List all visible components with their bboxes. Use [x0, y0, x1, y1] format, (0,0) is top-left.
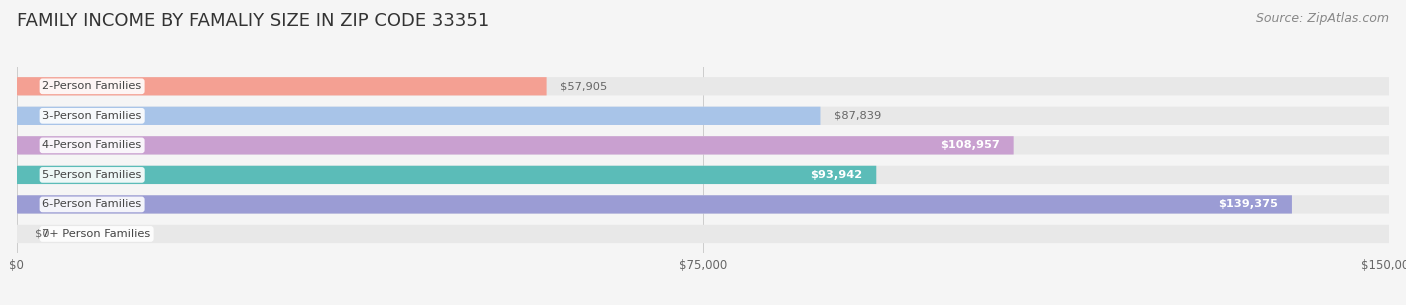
Text: 5-Person Families: 5-Person Families	[42, 170, 142, 180]
FancyBboxPatch shape	[17, 195, 1292, 214]
FancyBboxPatch shape	[17, 166, 876, 184]
FancyBboxPatch shape	[17, 107, 1389, 125]
Text: $108,957: $108,957	[941, 140, 1000, 150]
FancyBboxPatch shape	[17, 225, 1389, 243]
Text: $57,905: $57,905	[561, 81, 607, 91]
Text: FAMILY INCOME BY FAMALIY SIZE IN ZIP CODE 33351: FAMILY INCOME BY FAMALIY SIZE IN ZIP COD…	[17, 12, 489, 30]
FancyBboxPatch shape	[17, 107, 821, 125]
Text: 6-Person Families: 6-Person Families	[42, 199, 142, 210]
Text: 7+ Person Families: 7+ Person Families	[42, 229, 150, 239]
Text: 4-Person Families: 4-Person Families	[42, 140, 142, 150]
Text: 2-Person Families: 2-Person Families	[42, 81, 142, 91]
FancyBboxPatch shape	[17, 136, 1014, 155]
FancyBboxPatch shape	[17, 77, 1389, 95]
Text: $139,375: $139,375	[1219, 199, 1278, 210]
FancyBboxPatch shape	[17, 166, 1389, 184]
Text: $0: $0	[35, 229, 49, 239]
Text: $93,942: $93,942	[810, 170, 862, 180]
Text: Source: ZipAtlas.com: Source: ZipAtlas.com	[1256, 12, 1389, 25]
Text: 3-Person Families: 3-Person Families	[42, 111, 142, 121]
Text: $87,839: $87,839	[834, 111, 882, 121]
FancyBboxPatch shape	[17, 195, 1389, 214]
FancyBboxPatch shape	[17, 136, 1389, 155]
FancyBboxPatch shape	[17, 77, 547, 95]
